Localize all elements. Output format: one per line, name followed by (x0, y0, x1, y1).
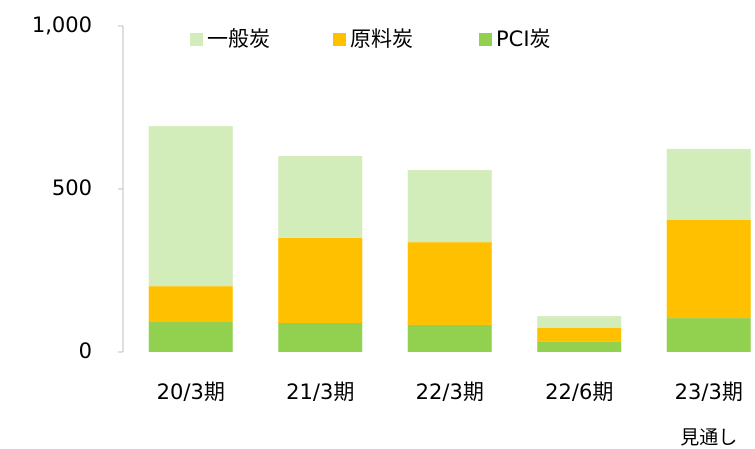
bar-segment (407, 242, 492, 325)
x-tick-label: 23/3期 (675, 380, 743, 404)
bar-segment (666, 219, 751, 319)
bar-segment (666, 148, 751, 220)
legend-label: 原料炭 (350, 27, 413, 51)
y-tick-label: 500 (52, 176, 92, 200)
bar-segment (148, 286, 233, 323)
bar-segment (278, 156, 363, 238)
bar-segment (537, 316, 622, 328)
x-tick-label: 21/3期 (286, 380, 354, 404)
x-tick-label: 22/3期 (416, 380, 484, 404)
bar-segment (407, 324, 492, 352)
annotation: 見通し (680, 427, 737, 449)
y-tick-label: 1,000 (32, 13, 92, 37)
bar-segment (666, 318, 751, 352)
bar-segment (278, 237, 363, 323)
bar-segment (537, 327, 622, 342)
bar-segment (148, 126, 233, 287)
legend-swatch (479, 33, 492, 46)
x-tick-label: 20/3期 (157, 380, 225, 404)
legend-label: PCI炭 (496, 27, 551, 51)
legend-swatch (190, 33, 203, 46)
bar-segment (407, 170, 492, 243)
x-tick-label: 22/6期 (545, 380, 613, 404)
bar-segment (278, 322, 363, 352)
bar-segment (537, 341, 622, 352)
legend-label: 一般炭 (207, 27, 270, 51)
y-tick-label: 0 (79, 339, 92, 363)
bar-segment (148, 322, 233, 352)
legend-swatch (333, 33, 346, 46)
